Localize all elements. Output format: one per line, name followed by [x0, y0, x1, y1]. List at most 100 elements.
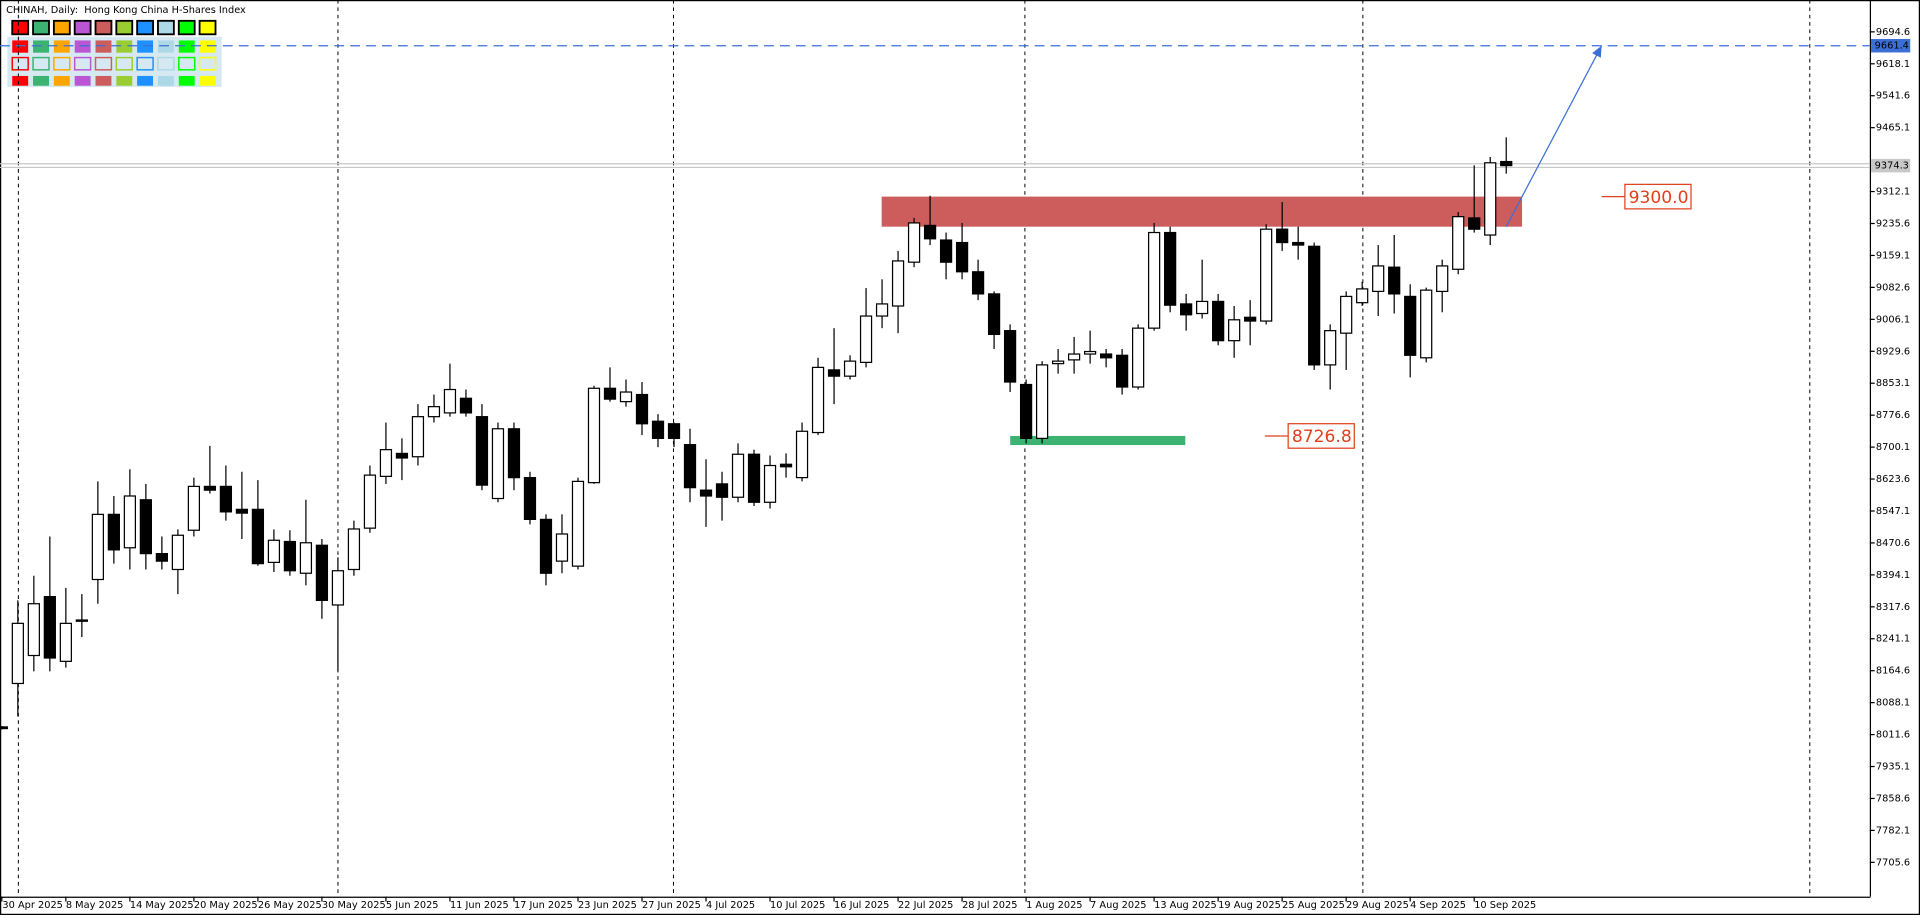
candle-body: [187, 485, 201, 531]
x-tick-label: 30 Apr 2025: [2, 900, 62, 911]
palette-swatch: [52, 19, 71, 36]
y-tick-label: 8164.6: [1876, 666, 1910, 677]
x-tick-label: 10 Sep 2025: [1474, 900, 1536, 911]
candle-body: [315, 544, 329, 601]
x-tick-label: 11 Jun 2025: [450, 900, 509, 911]
candle-body: [1500, 160, 1513, 167]
candle-body: [1388, 266, 1401, 295]
x-tick-label: 14 May 2025: [130, 900, 194, 911]
palette-swatch: [115, 19, 134, 36]
candle-body: [171, 534, 185, 571]
palette-swatch: [116, 75, 133, 86]
y-tick-label: 9694.6: [1876, 27, 1910, 38]
x-tick-label: 23 Jun 2025: [578, 900, 637, 911]
candle-body: [1260, 228, 1273, 322]
chart-title: CHINAH, Daily: Hong Kong China H-Shares …: [6, 5, 246, 16]
palette-swatch: [157, 56, 175, 71]
x-tick-label: 4 Jul 2025: [706, 900, 755, 911]
y-tick-label: 8470.6: [1876, 538, 1910, 549]
candle-body: [987, 293, 1001, 336]
candle-body: [1132, 327, 1145, 388]
y-tick-label: 9465.1: [1876, 123, 1910, 134]
x-tick-label: 19 Aug 2025: [1218, 900, 1281, 911]
zone-label: 9300.0: [1629, 188, 1689, 208]
candle-body: [795, 430, 809, 479]
candle-body: [331, 570, 345, 606]
candle-body: [459, 397, 473, 414]
palette-swatch: [12, 40, 29, 53]
candle-body: [827, 369, 841, 377]
x-tick-label: 5 Jun 2025: [386, 900, 439, 911]
candle-body: [843, 360, 857, 377]
candle-body: [1292, 241, 1305, 246]
candle-body: [1436, 265, 1449, 293]
candle-body: [1099, 353, 1113, 359]
y-tick-label: 8547.1: [1876, 506, 1910, 517]
palette-swatch: [116, 40, 133, 53]
y-tick-label: 8241.1: [1876, 634, 1910, 645]
candle-body: [651, 420, 665, 439]
candle-body: [971, 271, 985, 295]
y-tick-label: 7858.6: [1876, 793, 1910, 804]
palette-swatch: [137, 40, 154, 53]
candle-body: [779, 463, 793, 468]
y-tick-label: 7705.6: [1876, 857, 1910, 868]
candle-body: [11, 622, 24, 685]
candle-body: [1228, 319, 1241, 342]
candle-body: [1083, 350, 1097, 355]
candle-body: [139, 499, 152, 555]
candle-body: [859, 315, 873, 363]
candle-body: [219, 485, 233, 513]
candle-body: [1035, 364, 1049, 439]
palette-swatch: [198, 19, 217, 36]
candle-body: [507, 428, 521, 479]
current-price-tag: [1871, 158, 1911, 173]
candle-body: [955, 241, 969, 273]
y-tick-label: 8623.6: [1876, 474, 1910, 485]
palette-swatch: [115, 56, 133, 71]
palette-swatch: [199, 40, 216, 53]
palette-swatch: [157, 40, 174, 53]
candle-body: [1212, 300, 1225, 342]
zone-label: 8726.8: [1292, 427, 1352, 447]
palette-swatch: [137, 75, 154, 86]
candle-body: [763, 464, 777, 503]
candle-body: [123, 495, 136, 549]
palette-swatch: [53, 75, 70, 86]
candle-body: [427, 406, 441, 418]
y-tick-label: 8317.6: [1876, 602, 1910, 613]
candle-body: [363, 474, 377, 529]
candle-body: [1484, 162, 1497, 236]
candle-body: [235, 508, 249, 514]
candle-body: [43, 596, 56, 659]
candle-body: [683, 444, 697, 489]
candle-body: [891, 260, 905, 307]
candle-body: [587, 387, 601, 484]
candle-body: [1196, 300, 1209, 315]
candle-body: [251, 508, 265, 565]
forecast-arrow: [1505, 45, 1603, 227]
candle-body: [1404, 295, 1417, 356]
candle-body: [1356, 288, 1369, 304]
x-tick-label: 28 Jul 2025: [962, 900, 1017, 911]
candle-body: [1067, 353, 1081, 361]
x-tick-label: 17 Jun 2025: [514, 900, 573, 911]
palette-swatch: [11, 19, 30, 36]
candle-body: [699, 489, 713, 497]
palette-swatch: [178, 56, 196, 71]
x-tick-label: 20 May 2025: [194, 900, 258, 911]
candle-body: [523, 477, 537, 520]
x-tick-label: 1 Aug 2025: [1026, 900, 1082, 911]
candle-body: [107, 513, 120, 551]
forecast-arrowhead: [1592, 45, 1602, 58]
palette-swatch: [74, 75, 91, 86]
candle-body: [75, 619, 88, 622]
candle-body: [635, 393, 649, 425]
palette-swatch: [94, 56, 113, 71]
x-tick-label: 30 May 2025: [322, 900, 386, 911]
y-tick-label: 8011.6: [1876, 730, 1910, 741]
palette-swatch: [177, 19, 196, 36]
candle-body: [491, 428, 505, 500]
palette-swatch: [73, 19, 92, 36]
